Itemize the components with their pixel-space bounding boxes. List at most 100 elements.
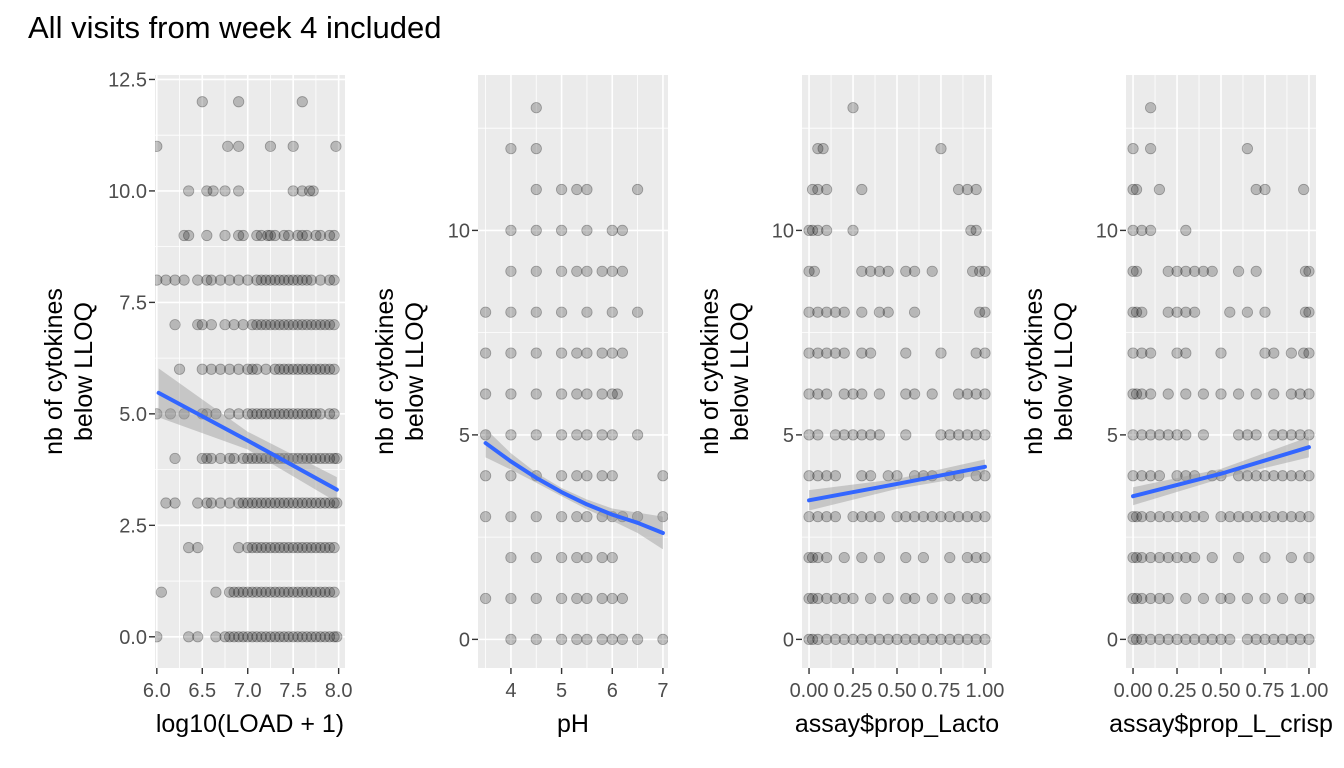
data-point [283,274,295,286]
data-point [155,408,163,420]
data-point [319,452,331,465]
data-point [606,551,618,564]
data-point [829,633,842,645]
x-tick-label: 1.00 [1289,680,1328,702]
data-point [1145,143,1157,155]
data-point [581,183,593,196]
data-point [1285,633,1297,645]
data-point [1276,429,1289,441]
data-point [479,511,492,523]
data-point [900,388,912,400]
data-point [821,388,833,400]
data-point [571,511,583,523]
data-point [1285,551,1297,564]
y-tick-label: 0 [459,629,470,651]
data-point [219,229,231,242]
data-point [821,551,833,564]
data-point [1259,183,1271,196]
data-point [296,185,308,197]
data-point [214,274,227,286]
data-point [269,319,281,331]
data-point [1180,633,1192,645]
data-point [201,229,213,242]
data-point [479,470,492,482]
data-point [917,633,929,645]
panel-2: 0 5 10 4 5 6 7 pH nb of cytokinesbelow LLOQ [371,75,668,738]
data-point [847,429,859,441]
data-point [1162,633,1174,645]
data-point [301,319,313,331]
data-point [255,408,267,420]
data-point [292,229,304,242]
data-point [803,388,815,400]
data-point [278,408,290,420]
data-point [1268,470,1280,482]
data-point [952,633,965,645]
data-point [292,586,304,598]
y-axis-title: nb of cytokinesbelow LLOQ [1020,288,1078,455]
data-point [155,631,163,643]
x-tick-label: 7.0 [234,680,262,702]
data-point [255,497,267,509]
data-point [1250,265,1262,277]
data-point [1250,511,1262,523]
data-point [581,429,593,441]
data-point [1197,265,1210,277]
data-point [882,265,894,277]
data-point [1130,592,1143,605]
data-point [301,542,313,554]
data-point [1127,511,1139,523]
data-point [292,408,304,420]
data-point [581,306,593,318]
data-point [233,96,245,108]
data-point [812,592,824,605]
data-point [631,633,644,645]
data-point [314,497,327,509]
data-point [847,511,859,523]
data-point [310,497,322,509]
data-point [616,592,629,605]
data-point [1276,470,1289,482]
data-point [1162,265,1174,277]
data-point [323,542,336,554]
x-tick-label: 0.00 [1114,680,1153,702]
data-point [847,388,859,400]
data-point [287,274,299,286]
data-point [961,633,973,645]
data-point [961,388,973,400]
y-axis-title-line: nb of cytokines [1020,288,1048,455]
data-point [233,363,245,375]
data-point [292,363,304,375]
data-point [196,363,208,375]
data-point [296,96,308,108]
data-point [806,224,819,237]
data-point [926,511,938,523]
data-point [292,497,304,509]
data-point [310,408,322,420]
data-point [1180,511,1192,523]
data-point [935,511,947,523]
data-point [1232,388,1245,400]
data-point [803,224,815,237]
data-point [1259,511,1271,523]
data-point [1197,388,1210,400]
data-point [1303,265,1315,277]
data-point [571,429,583,441]
data-point [1215,347,1227,359]
data-point [1189,265,1201,277]
data-point [873,388,886,400]
data-point [1259,470,1271,482]
data-point [970,183,982,196]
y-tick-label: 10 [1096,220,1118,242]
data-point [970,224,982,237]
data-point [1241,633,1253,645]
data-point [865,592,877,605]
data-point [606,470,618,482]
data-point [301,363,313,375]
data-point [328,274,340,286]
data-point [1224,306,1236,318]
data-point [246,408,258,420]
data-point [1250,183,1262,196]
data-point [1171,265,1183,277]
data-point [296,274,308,286]
